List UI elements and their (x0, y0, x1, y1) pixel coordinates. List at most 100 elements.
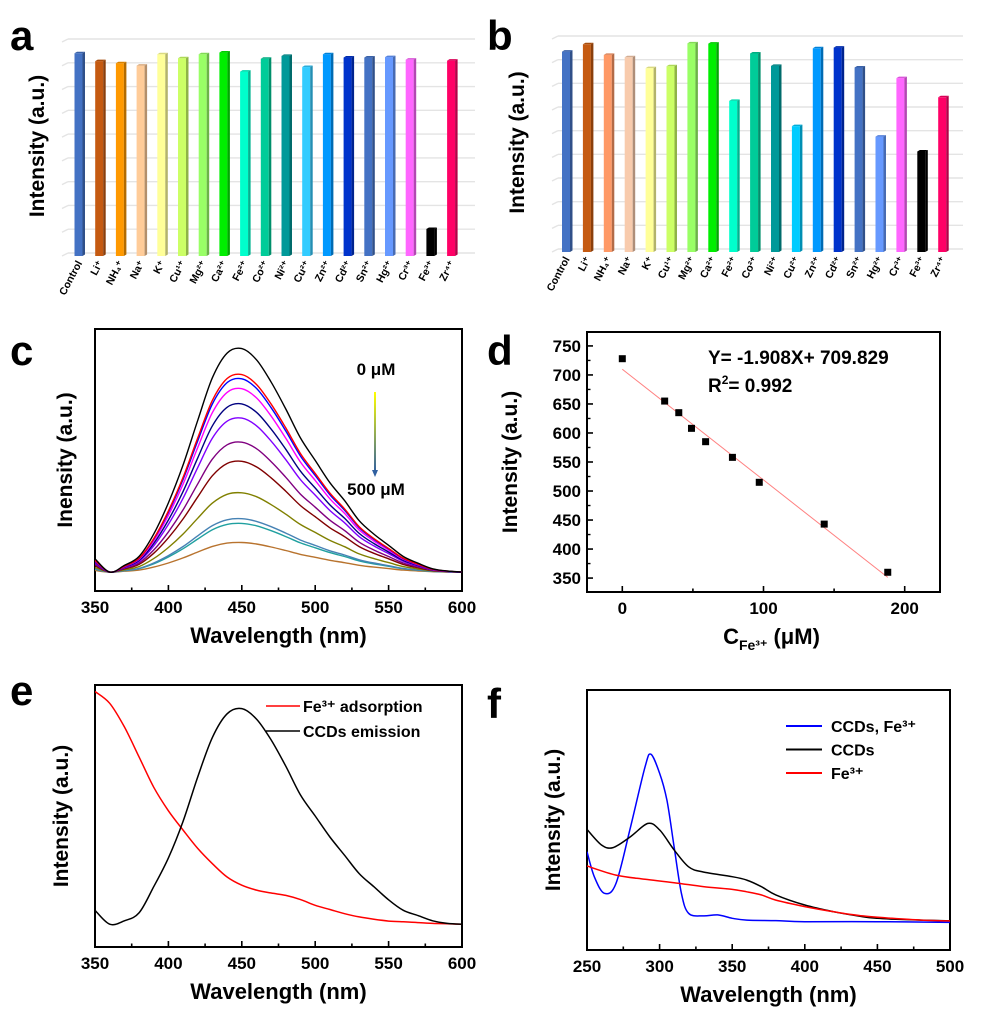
bar-side (779, 64, 782, 252)
category-label: Mg²⁺ (187, 258, 209, 285)
bar-front (447, 60, 456, 256)
bar-0 (562, 50, 573, 253)
bar-top (854, 65, 866, 68)
bar-front (426, 228, 435, 256)
panel-letter: a (10, 12, 34, 59)
series-line (95, 517, 462, 573)
panel-e: e Intensity (a.u.) 350 400 450 500 550 600 Wavel… (10, 667, 476, 1004)
bar-13 (833, 46, 845, 253)
category-label: Mg²⁺ (676, 254, 698, 281)
bar-front (708, 43, 717, 252)
plot-frame (94, 328, 463, 592)
category-label: Sn²⁺ (354, 258, 375, 284)
gridline-perspective (61, 157, 69, 162)
bar-side (632, 55, 636, 252)
panel-f: f Intensity (a.u.) 250 300 350 400 450 500 Wavel… (487, 680, 964, 1007)
bar-top (302, 65, 313, 68)
bar-side (186, 56, 189, 257)
bar-front (562, 51, 570, 253)
bar-4 (157, 52, 168, 257)
bar-front (405, 59, 414, 256)
bar-front (791, 126, 800, 252)
bar-top (687, 41, 698, 44)
bar-side (372, 56, 375, 257)
series-line (95, 541, 462, 573)
bar-top (896, 76, 907, 79)
category-label: Cu¹⁺ (656, 254, 678, 280)
bar-front (582, 44, 591, 253)
bar-front (624, 57, 633, 252)
bar-9 (750, 52, 761, 252)
bar-12 (812, 46, 824, 252)
bar-front (219, 52, 228, 257)
y-tick-label: 700 (553, 366, 581, 385)
bar-front (896, 78, 905, 252)
fit-equation: Y= -1.908X+ 709.829 (708, 348, 889, 369)
bar-side (862, 65, 866, 252)
bar-side (103, 59, 106, 256)
bar-front (938, 97, 947, 253)
legend: CCDs, Fe³⁺ CCDs Fe³⁺ (786, 719, 916, 783)
series-group (587, 753, 950, 924)
y-tick-label: 650 (553, 395, 581, 414)
bar-side (310, 65, 313, 257)
bar-front (343, 57, 352, 257)
gridline-perspective (61, 38, 69, 43)
category-label: Ca²⁺ (209, 258, 230, 284)
bar-front (687, 43, 696, 252)
plot-frame (586, 331, 941, 593)
bar-top (198, 52, 210, 55)
category-label: Fe³⁺ (907, 254, 928, 279)
bar-front (281, 55, 290, 257)
bar-7 (219, 51, 230, 257)
bar-side (165, 52, 168, 257)
bar-top (115, 61, 127, 64)
data-point (661, 397, 669, 405)
series-group (95, 690, 462, 926)
x-tick-label: 350 (81, 598, 109, 617)
bar-18 (938, 95, 949, 253)
panel-letter: c (10, 327, 33, 374)
bar-16 (896, 76, 907, 252)
bar-top (812, 46, 824, 49)
bar-front (666, 66, 675, 252)
bar-top (343, 56, 355, 58)
category-label: Ca²⁺ (698, 254, 719, 280)
category-label: NH₄⁺ (104, 258, 127, 287)
bar-side (413, 58, 417, 256)
category-label: Sn²⁺ (844, 254, 865, 280)
y-axis-title: Intensity (a.u.) (50, 745, 73, 887)
bar-front (157, 54, 166, 257)
bar-side (653, 66, 657, 252)
bar-15 (385, 55, 396, 257)
x-tick-label: 200 (891, 599, 919, 618)
bar-front (178, 58, 186, 257)
panel-letter: f (487, 680, 502, 727)
bar-side (123, 61, 127, 257)
bar-side (758, 52, 761, 252)
x-tick-label: 450 (863, 957, 891, 976)
bar-top (260, 57, 272, 59)
x-tick-label: 550 (374, 598, 402, 617)
panel-letter: b (487, 12, 513, 59)
bar-17 (917, 149, 928, 252)
category-label: Na⁺ (616, 254, 636, 277)
bar-front (322, 54, 331, 257)
gridline-perspective (551, 106, 559, 111)
bar-side (455, 59, 458, 256)
legend-label: CCDs (831, 743, 875, 760)
y-tick-label: 350 (553, 569, 581, 588)
bar-top (562, 50, 573, 52)
bar-side (883, 135, 886, 252)
x-tick-label: 350 (81, 954, 109, 973)
gridline-perspective (61, 204, 69, 210)
panel-c: c Inensity (a.u.) 350 400 450 500 550 600 Wavele… (10, 327, 476, 648)
bar-9 (260, 57, 272, 257)
x-tick-label: 450 (228, 954, 256, 973)
y-axis-title: Intensity (a.u.) (26, 75, 49, 217)
category-label: Control (545, 255, 573, 294)
bar-side (248, 70, 251, 256)
series-line (587, 822, 950, 922)
bar-side (841, 46, 845, 253)
bar-top (750, 52, 761, 54)
